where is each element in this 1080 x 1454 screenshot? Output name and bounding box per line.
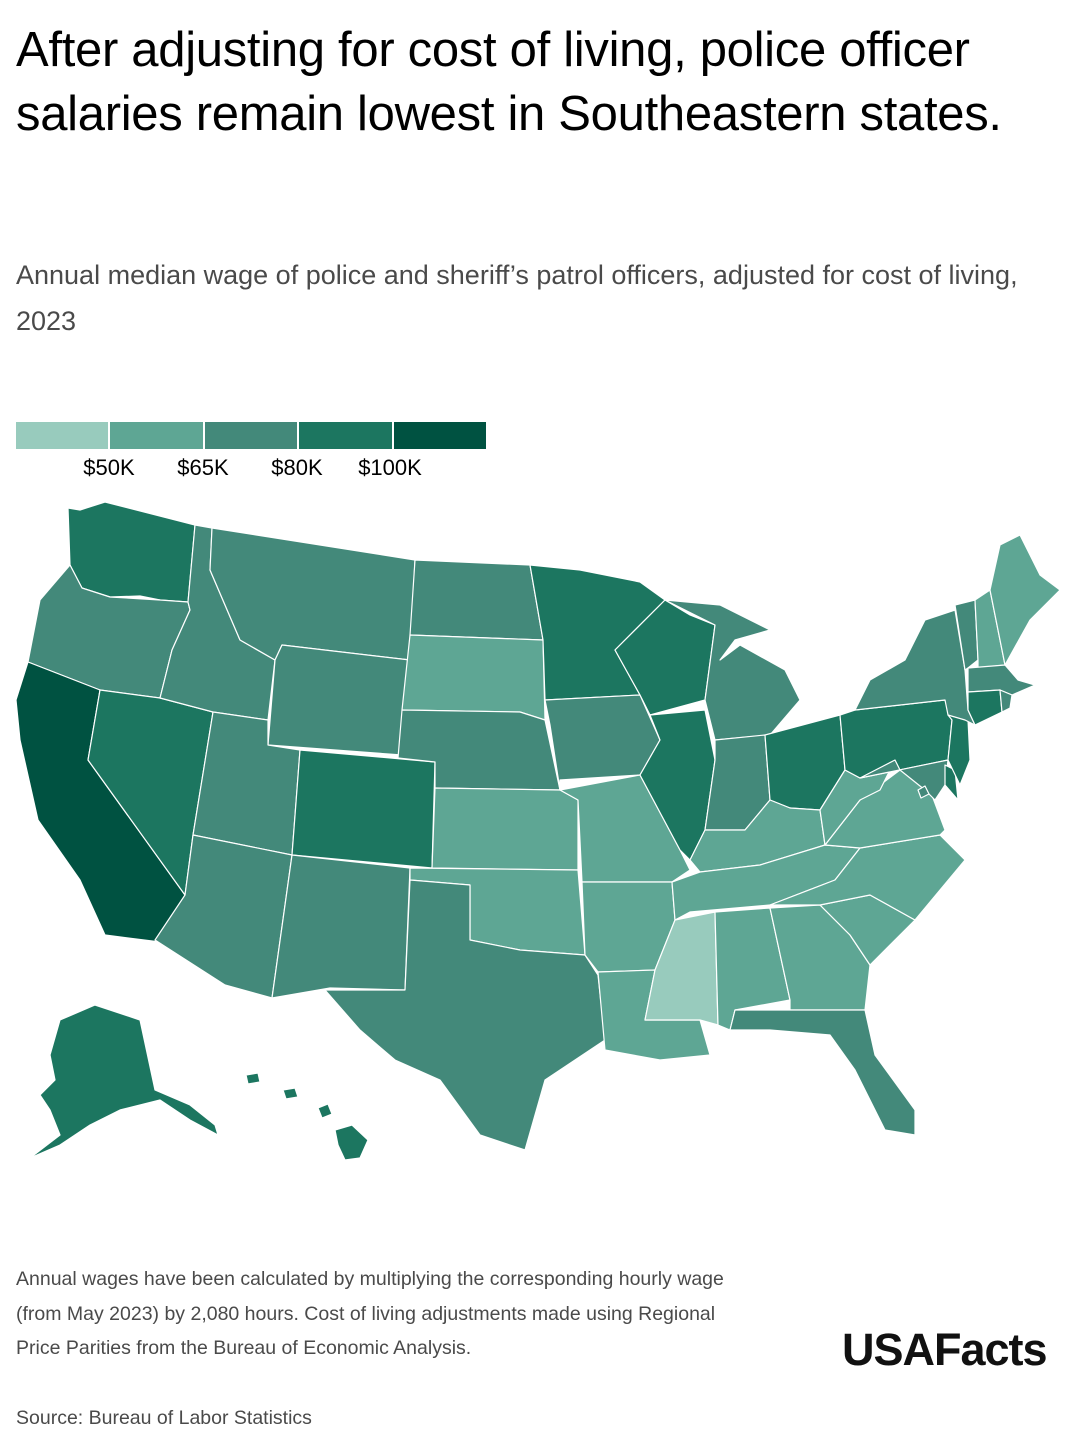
state-FL[interactable] [729, 1009, 916, 1136]
legend-bar [16, 422, 487, 449]
chart-subtitle: Annual median wage of police and sheriff… [16, 260, 1018, 336]
state-NY[interactable] [854, 609, 976, 726]
us-flag-map-icon [775, 1332, 829, 1369]
state-WY[interactable] [267, 644, 411, 756]
state-VT[interactable] [954, 599, 979, 671]
state-KS[interactable] [431, 787, 579, 871]
color-legend: $50K $65K $80K $100K [16, 422, 487, 482]
state-HI[interactable] [334, 1124, 369, 1161]
state-AK[interactable] [29, 1004, 219, 1159]
legend-swatch-4 [393, 422, 487, 449]
state-DC[interactable] [917, 785, 930, 799]
state-MI[interactable] [664, 599, 801, 741]
state-CO[interactable] [291, 749, 436, 869]
state-MT[interactable] [209, 527, 416, 661]
state-HI-kauai[interactable] [245, 1072, 261, 1085]
state-WA[interactable] [67, 501, 196, 603]
state-NM[interactable] [271, 854, 411, 999]
state-CT[interactable] [967, 689, 1003, 726]
legend-label-80k: $80K [271, 455, 323, 480]
state-SD[interactable] [401, 634, 546, 721]
us-state-map [15, 501, 1061, 1161]
legend-swatch-2 [204, 422, 298, 449]
footnote: Annual wages have been calculated by mul… [16, 1268, 724, 1359]
state-ND[interactable] [409, 559, 544, 641]
legend-swatch-0 [16, 422, 109, 449]
legend-label-50k: $50K [83, 455, 135, 480]
source-note: Source: Bureau of Labor Statistics [16, 1407, 312, 1429]
legend-swatch-1 [110, 422, 203, 449]
legend-swatch-3 [299, 422, 392, 449]
legend-label-100k: $100K [358, 455, 422, 480]
state-ME[interactable] [989, 534, 1061, 666]
usafacts-logo: USAFacts [772, 1322, 1072, 1378]
chart-title: After adjusting for cost of living, poli… [16, 23, 1002, 141]
state-HI-oahu[interactable] [282, 1087, 299, 1100]
state-RI[interactable] [999, 689, 1013, 713]
state-HI-maui[interactable] [317, 1103, 333, 1119]
brand-name: USAFacts [842, 1324, 1048, 1375]
legend-label-65k: $65K [177, 455, 229, 480]
state-TX[interactable] [324, 879, 606, 1151]
